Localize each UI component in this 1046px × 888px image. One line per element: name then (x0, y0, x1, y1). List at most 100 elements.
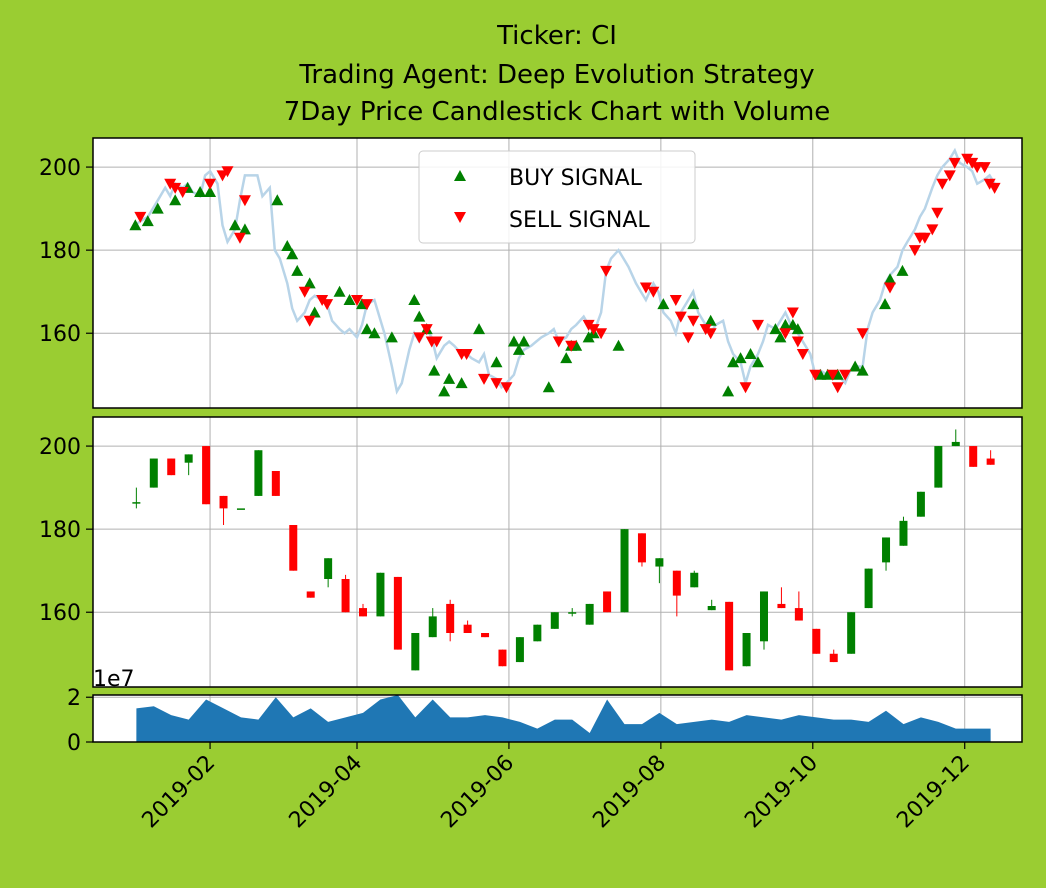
candle-body (341, 579, 350, 613)
x-tick-label: 2019-06 (436, 751, 519, 834)
buy-signal-marker (194, 186, 207, 197)
buy-signal-marker (271, 194, 284, 206)
candle-body (637, 533, 646, 563)
sell-signal-marker (791, 336, 804, 348)
candle-body (690, 572, 699, 588)
y-tick-label: 2 (67, 686, 81, 711)
candle-body (202, 446, 211, 505)
candle-body (812, 628, 821, 654)
buy-signal-marker (204, 186, 217, 197)
sell-signal-marker (948, 157, 961, 169)
volume-panel-border (92, 694, 1023, 743)
buy-signal-marker (734, 352, 747, 364)
sell-signal-marker (490, 378, 503, 390)
buy-signal-marker (856, 364, 869, 376)
candle-body (289, 525, 298, 571)
candle-body (969, 446, 978, 467)
sell-signal-marker (908, 245, 921, 257)
buy-signal-marker (408, 294, 421, 305)
buy-signal-marker (129, 219, 142, 231)
sell-signal-marker (639, 282, 652, 294)
buy-signal-marker (385, 331, 398, 343)
sell-signal-marker (303, 315, 316, 327)
sell-signal-marker (936, 178, 949, 190)
buy-signal-marker (303, 277, 316, 289)
y-tick-label: 160 (39, 601, 81, 626)
sell-signal-marker (826, 369, 839, 381)
sell-signal-marker (831, 382, 844, 394)
buy-signal-marker (657, 298, 670, 310)
buy-signal-marker (744, 348, 757, 359)
sell-signal-marker (739, 382, 752, 394)
x-tick-label: 2019-02 (138, 751, 221, 834)
volume-exponent-label: 1e7 (93, 667, 135, 692)
chart-title-line-2: Trading Agent: Deep Evolution Strategy (298, 60, 814, 90)
buy-signal-marker (722, 385, 735, 397)
sell-signal-marker (430, 336, 443, 348)
candle-body (951, 441, 960, 447)
candle-body (132, 502, 141, 504)
candle-body (672, 570, 681, 596)
x-tick-label: 2019-04 (285, 751, 368, 834)
candle-body (934, 446, 943, 488)
buy-signal-marker (413, 310, 426, 322)
sell-signal-marker (839, 369, 852, 381)
buy-signal-marker (560, 352, 573, 364)
candle-body (742, 633, 751, 667)
candle-body (585, 603, 594, 625)
candle-body (533, 624, 542, 642)
buy-signal-marker (368, 327, 381, 339)
candle-body (167, 458, 176, 476)
sell-signal-marker (978, 162, 991, 174)
candle-body (184, 454, 193, 463)
buy-signal-marker (883, 273, 896, 285)
candle-body (306, 591, 315, 598)
sell-signal-marker (176, 187, 189, 198)
candle-body (219, 495, 228, 509)
sell-signal-marker (943, 170, 956, 182)
buy-signal-marker (438, 385, 451, 397)
sell-signal-marker (460, 349, 473, 360)
y-tick-label: 0 (67, 731, 81, 756)
buy-signal-marker (769, 323, 782, 335)
sell-signal-marker (856, 328, 869, 340)
y-tick-label: 160 (39, 322, 81, 347)
sell-signal-marker (687, 315, 700, 327)
buy-signal-marker (517, 335, 530, 347)
buy-signal-marker (443, 372, 456, 384)
candle-body (725, 601, 734, 671)
legend: BUY SIGNAL SELL SIGNAL (418, 150, 696, 244)
sell-signal-marker (478, 373, 491, 385)
buy-signal-marker (169, 194, 182, 206)
sell-signal-marker (669, 295, 682, 306)
candle-body (236, 508, 245, 510)
y-tick-label: 200 (39, 435, 81, 460)
buy-signal-marker (507, 335, 520, 347)
sell-signal-marker (918, 232, 931, 244)
sell-signal-marker (233, 232, 246, 244)
sell-signal-marker (988, 182, 1001, 194)
candle-body (759, 591, 768, 642)
candle-body (376, 572, 385, 617)
candle-body (707, 606, 716, 611)
legend-box (418, 150, 696, 244)
candle-body (411, 633, 420, 671)
sell-signal-marker (682, 332, 695, 344)
sell-signal-marker (647, 286, 660, 298)
candle-panel-border (92, 416, 1023, 688)
y-tick-label: 200 (39, 156, 81, 181)
candle-body (498, 649, 507, 667)
candle-panel (93, 417, 1022, 687)
sell-signal-marker (552, 336, 565, 348)
buy-signal-marker (308, 306, 321, 318)
buy-signal-marker (238, 223, 251, 235)
buy-signal-marker (751, 356, 764, 368)
legend-buy-label: BUY SIGNAL (509, 166, 643, 191)
sell-signal-marker (238, 195, 251, 207)
legend-buy-marker (454, 170, 466, 181)
buy-signal-marker (455, 377, 468, 389)
sell-signal-marker (779, 328, 792, 340)
sell-signal-marker (587, 324, 600, 336)
